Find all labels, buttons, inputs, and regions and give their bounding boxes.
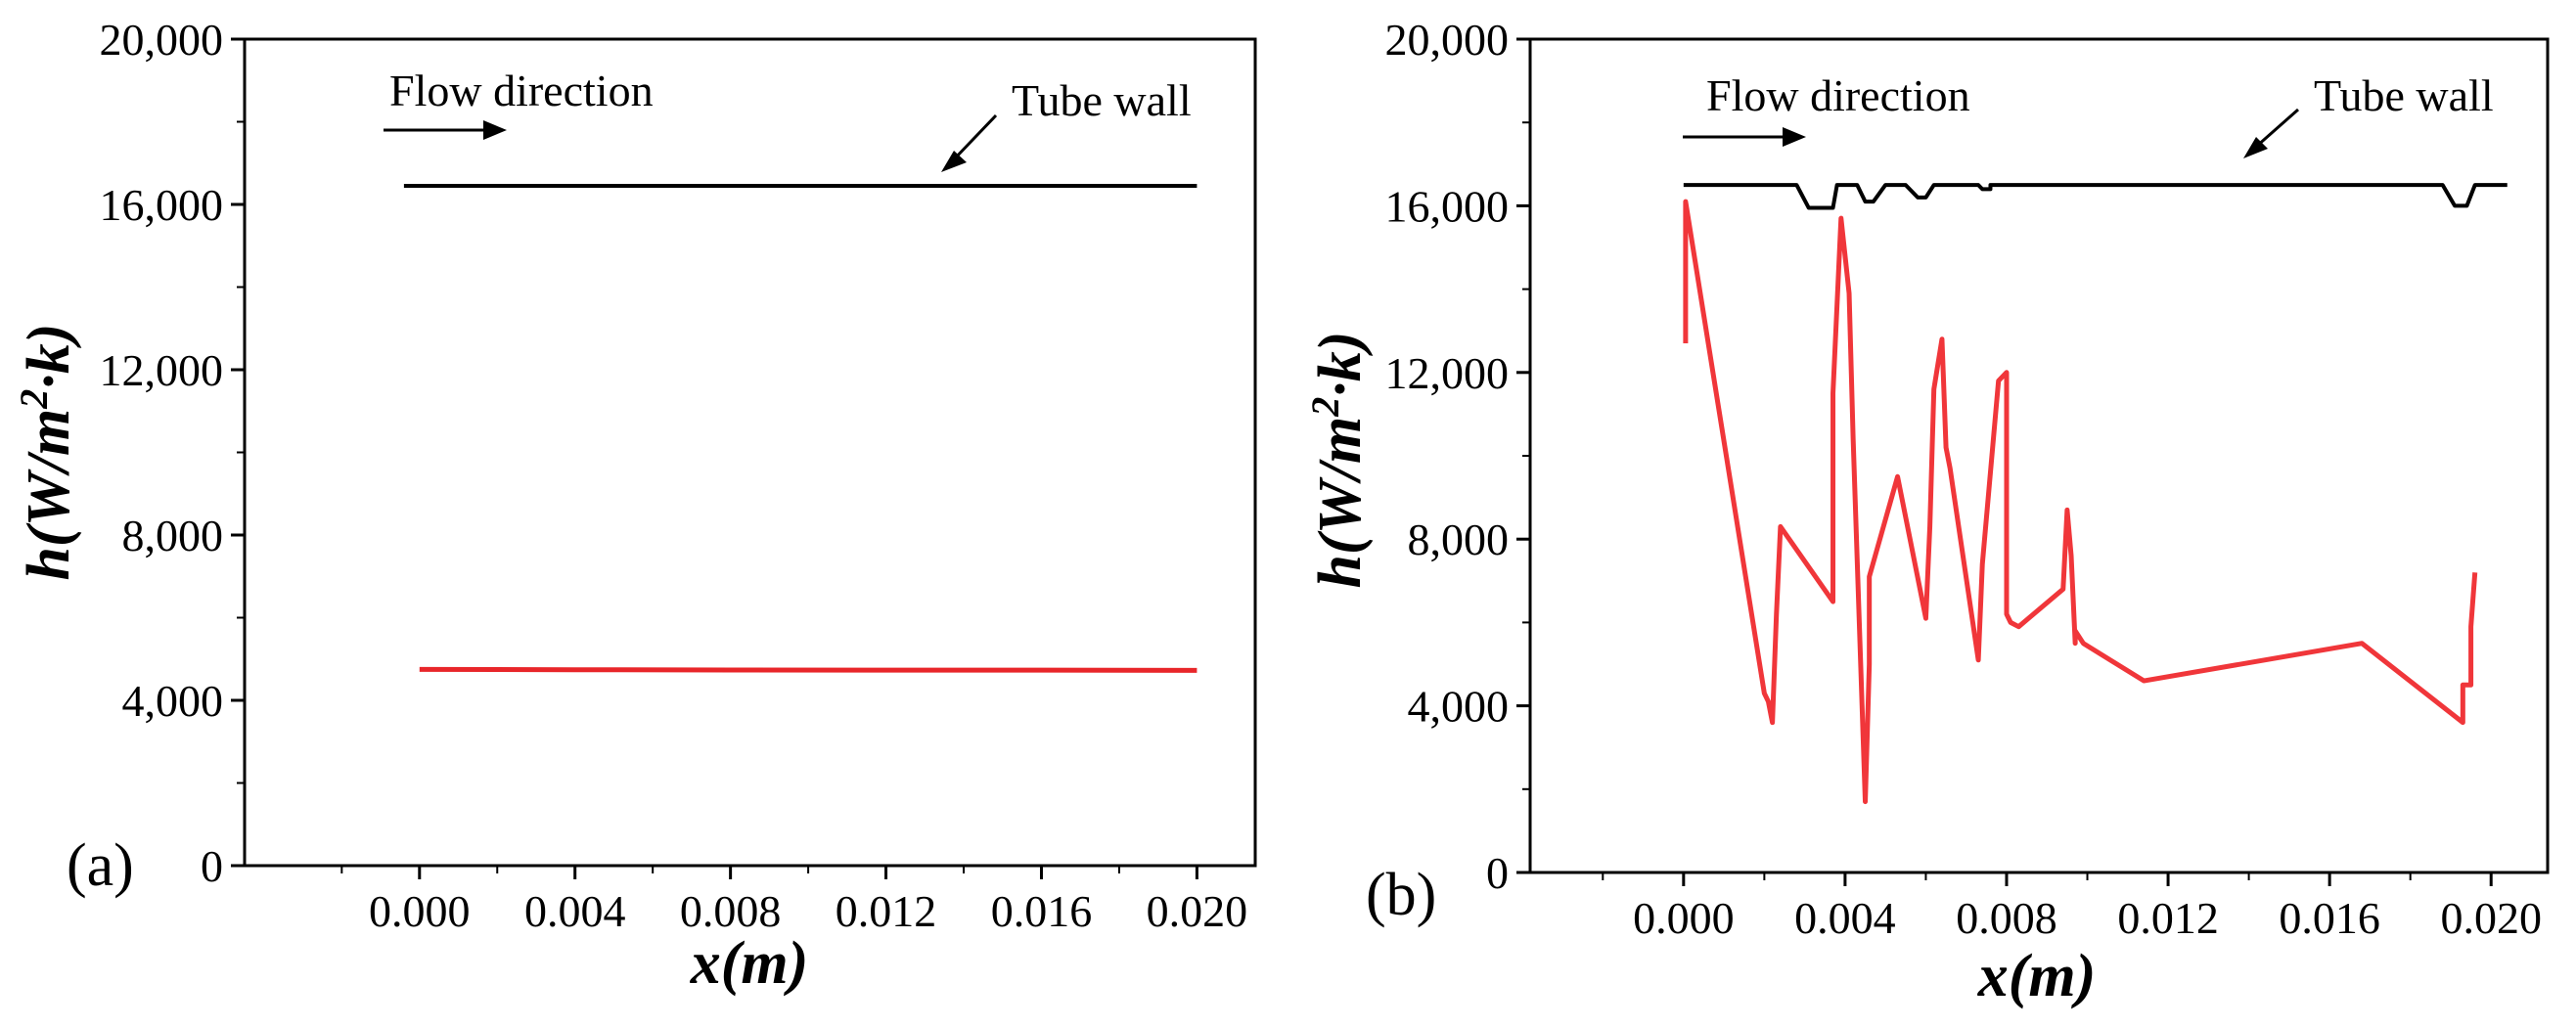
x-ticks-a: 0.000 0.004 0.008 0.012 0.016 0.020 [340, 866, 1248, 936]
x-tick-label: 0.004 [524, 886, 626, 936]
x-tick-label: 0.008 [680, 886, 782, 936]
panel-label-a: (a) [67, 832, 134, 899]
y-tick-label: 4,000 [122, 676, 224, 726]
y-axis-title-a: h(W/m2·k) [12, 324, 82, 581]
chart-panel-b: 0.000 0.004 0.008 0.012 0.016 0.020 0 4,000 8,0… [1303, 15, 2550, 1009]
plot-frame-b [1528, 37, 2550, 874]
tube-wall-arrow-a [941, 113, 998, 172]
x-tick-label: 0.016 [991, 886, 1093, 936]
chart-panel-a: 0.000 0.004 0.008 0.012 0.016 0.020 0 4,000 8,0… [12, 15, 1257, 997]
x-tick-label: 0.008 [1956, 893, 2057, 943]
plot-frame-a [243, 37, 1257, 868]
tube-wall-line [1683, 183, 2508, 210]
y-tick-label: 20,000 [100, 15, 224, 65]
y-tick-label: 0 [1486, 848, 1509, 898]
x-ticks-b: 0.000 0.004 0.008 0.012 0.016 0.020 [1602, 872, 2542, 943]
x-tick-label: 0.004 [1794, 893, 1896, 943]
flow-arrow-b [1683, 127, 1806, 147]
tube-wall-line-b [1683, 183, 2508, 210]
x-tick-label: 0.020 [2440, 893, 2542, 943]
tube-wall-arrow-b [2243, 108, 2299, 158]
tube-wall-label-b: Tube wall [2314, 70, 2494, 120]
y-tick-label: 8,000 [122, 511, 224, 560]
y-ticks-a: 0 4,000 8,000 12,000 16,000 20,000 [100, 15, 245, 891]
x-tick-label: 0.000 [1633, 893, 1735, 943]
series-line-h [1683, 199, 2478, 805]
x-axis-title-b: x(m) [1977, 943, 2097, 1009]
series-b [1683, 199, 2478, 805]
x-tick-label: 0.012 [836, 886, 937, 936]
tube-wall-label-a: Tube wall [1012, 75, 1192, 125]
y-tick-label: 4,000 [1408, 682, 1510, 732]
y-tick-label: 20,000 [1385, 15, 1510, 65]
y-axis-title-b: h(W/m2·k) [1303, 332, 1374, 589]
x-axis-title-a: x(m) [690, 930, 809, 997]
y-ticks-b: 0 4,000 8,000 12,000 16,000 20,000 [1385, 15, 1530, 898]
x-tick-label: 0.020 [1147, 886, 1248, 936]
x-tick-label: 0.016 [2279, 893, 2380, 943]
y-tick-label: 16,000 [1385, 181, 1510, 231]
panel-label-b: (b) [1366, 862, 1436, 928]
y-tick-label: 0 [201, 841, 223, 891]
flow-direction-label-b: Flow direction [1706, 70, 1970, 120]
series-line-h [419, 666, 1198, 673]
y-tick-label: 16,000 [100, 180, 224, 230]
series-a [419, 666, 1198, 673]
flow-direction-label-a: Flow direction [389, 66, 654, 115]
flow-arrow-a [384, 120, 507, 140]
x-tick-label: 0.012 [2117, 893, 2219, 943]
y-tick-label: 12,000 [100, 345, 224, 395]
y-tick-label: 12,000 [1385, 348, 1510, 398]
x-tick-label: 0.000 [369, 886, 471, 936]
y-tick-label: 8,000 [1408, 514, 1510, 564]
